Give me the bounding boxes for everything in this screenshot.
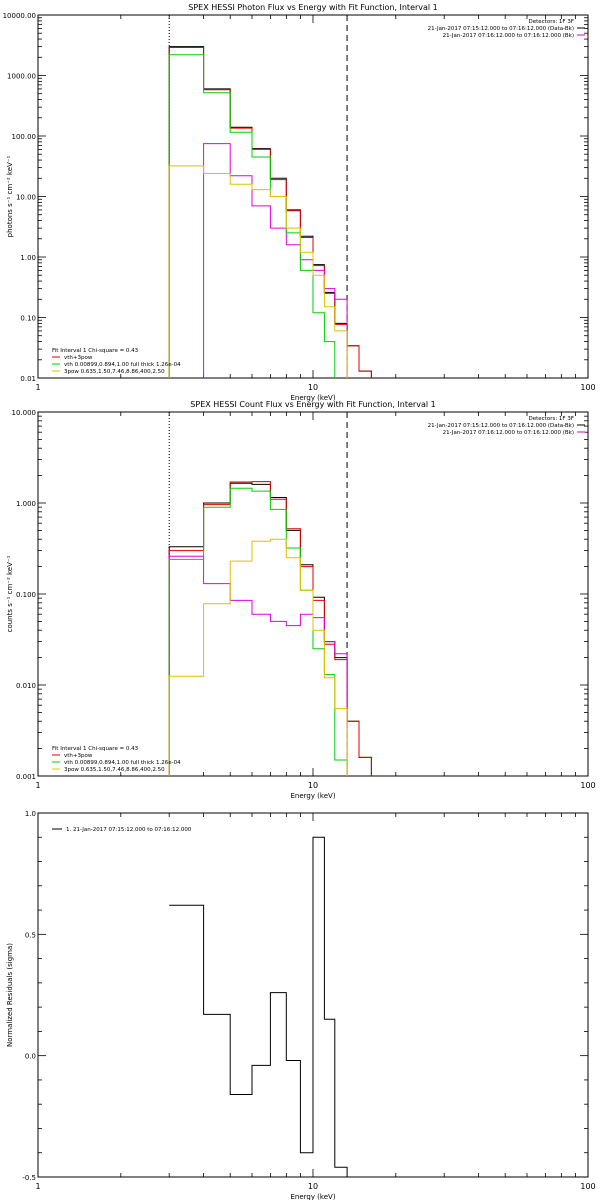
info-line: 21-Jan-2017 07:16:12.000 to 07:16:12.000…	[443, 33, 574, 39]
y-tick-label: 0.001	[16, 773, 36, 781]
x-tick-label: 1	[35, 383, 40, 392]
legend-item: 3pow 0.635,1.50,7.46,8.86,400,2.50	[64, 767, 165, 773]
x-tick-label: 1	[35, 1182, 40, 1191]
legend-item: vth 0.00899,0.894,1.00 full thick 1.26e-…	[64, 760, 181, 766]
x-tick-label: 10	[308, 1182, 318, 1191]
series-line	[168, 165, 348, 378]
plot-frame	[37, 14, 589, 379]
chart-title: SPEX HESSI Count Flux vs Energy with Fit…	[190, 400, 435, 409]
x-axis-label: Energy (keV)	[290, 792, 335, 800]
x-tick-label: 10	[308, 383, 318, 392]
y-tick-label: 1.000	[16, 500, 36, 508]
y-axis-label: photons s⁻¹ cm⁻² keV⁻¹	[6, 155, 14, 237]
chart-panel-3: 1 10 100 Energy (keV) -0.5 0.0 0.5 1.0 Normalize…	[6, 810, 596, 1201]
legend-item: vth+3pow	[64, 753, 93, 759]
series-line	[168, 538, 348, 776]
series-line	[168, 555, 348, 776]
info-line: Detectors: 1F 3F	[528, 416, 574, 422]
x-axis-label: Energy (keV)	[290, 1193, 335, 1200]
legend-item: vth 0.00899,0.894,1.00 full thick 1.26e-…	[64, 362, 181, 368]
y-tick-label: 10000.00	[3, 12, 36, 20]
x-tick-label: 100	[580, 1182, 595, 1191]
y-tick-label: 10.000	[12, 409, 37, 417]
x-tick-label: 10	[308, 781, 318, 790]
legend-item: vth+3pow	[64, 355, 93, 361]
info-line: 21-Jan-2017 07:16:12.000 to 07:16:12.000…	[443, 430, 574, 436]
y-tick-label: -0.5	[22, 1174, 36, 1182]
y-tick-label: 1000.00	[7, 73, 36, 81]
series-line	[168, 487, 348, 776]
y-tick-label: 0.010	[16, 682, 36, 690]
x-tick-label: 100	[580, 383, 595, 392]
y-tick-label: 0.0	[25, 1053, 36, 1061]
chart-panel-2: SPEX HESSI Count Flux vs Energy with Fit…	[6, 400, 596, 800]
y-tick-label: 1.00	[20, 254, 36, 262]
series-line	[169, 836, 348, 1177]
x-axis-label: Energy (keV)	[290, 394, 335, 402]
series-line	[168, 482, 372, 776]
chart-title: SPEX HESSI Photon Flux vs Energy with Fi…	[188, 3, 438, 12]
info-line: 21-Jan-2017 07:15:12.000 to 07:16:12.000…	[428, 423, 574, 429]
y-tick-label: 0.10	[20, 315, 36, 323]
y-tick-label: 1.0	[25, 810, 36, 818]
y-tick-label: 0.01	[20, 375, 36, 383]
legend-item: Fit Interval 1 Chi-square = 0.43	[52, 746, 139, 752]
y-tick-label: 0.100	[16, 591, 36, 599]
info-line: Detectors: 1F 3F	[528, 19, 574, 25]
y-axis-label: Normalized Residuals (sigma)	[6, 943, 14, 1047]
y-tick-label: 10.00	[16, 194, 36, 202]
chart-panel-1: SPEX HESSI Photon Flux vs Energy with Fi…	[3, 3, 596, 402]
info-line: 21-Jan-2017 07:15:12.000 to 07:16:12.000…	[428, 26, 574, 32]
legend-item: 1. 21-Jan-2017 07:15:12.000 to 07:16:12.…	[66, 827, 192, 833]
legend-item: Fit Interval 1 Chi-square = 0.43	[52, 348, 139, 354]
x-tick-label: 1	[35, 781, 40, 790]
y-tick-label: 0.5	[25, 931, 36, 939]
legend-item: 3pow 0.635,1.50,7.46,8.86,400,2.50	[64, 369, 165, 375]
series-line	[168, 54, 336, 378]
series-line	[203, 143, 348, 378]
x-tick-label: 100	[580, 781, 595, 790]
series-line	[168, 481, 372, 776]
y-tick-label: 100.00	[12, 133, 37, 141]
y-axis-label: counts s⁻¹ cm⁻² keV⁻¹	[6, 555, 14, 632]
